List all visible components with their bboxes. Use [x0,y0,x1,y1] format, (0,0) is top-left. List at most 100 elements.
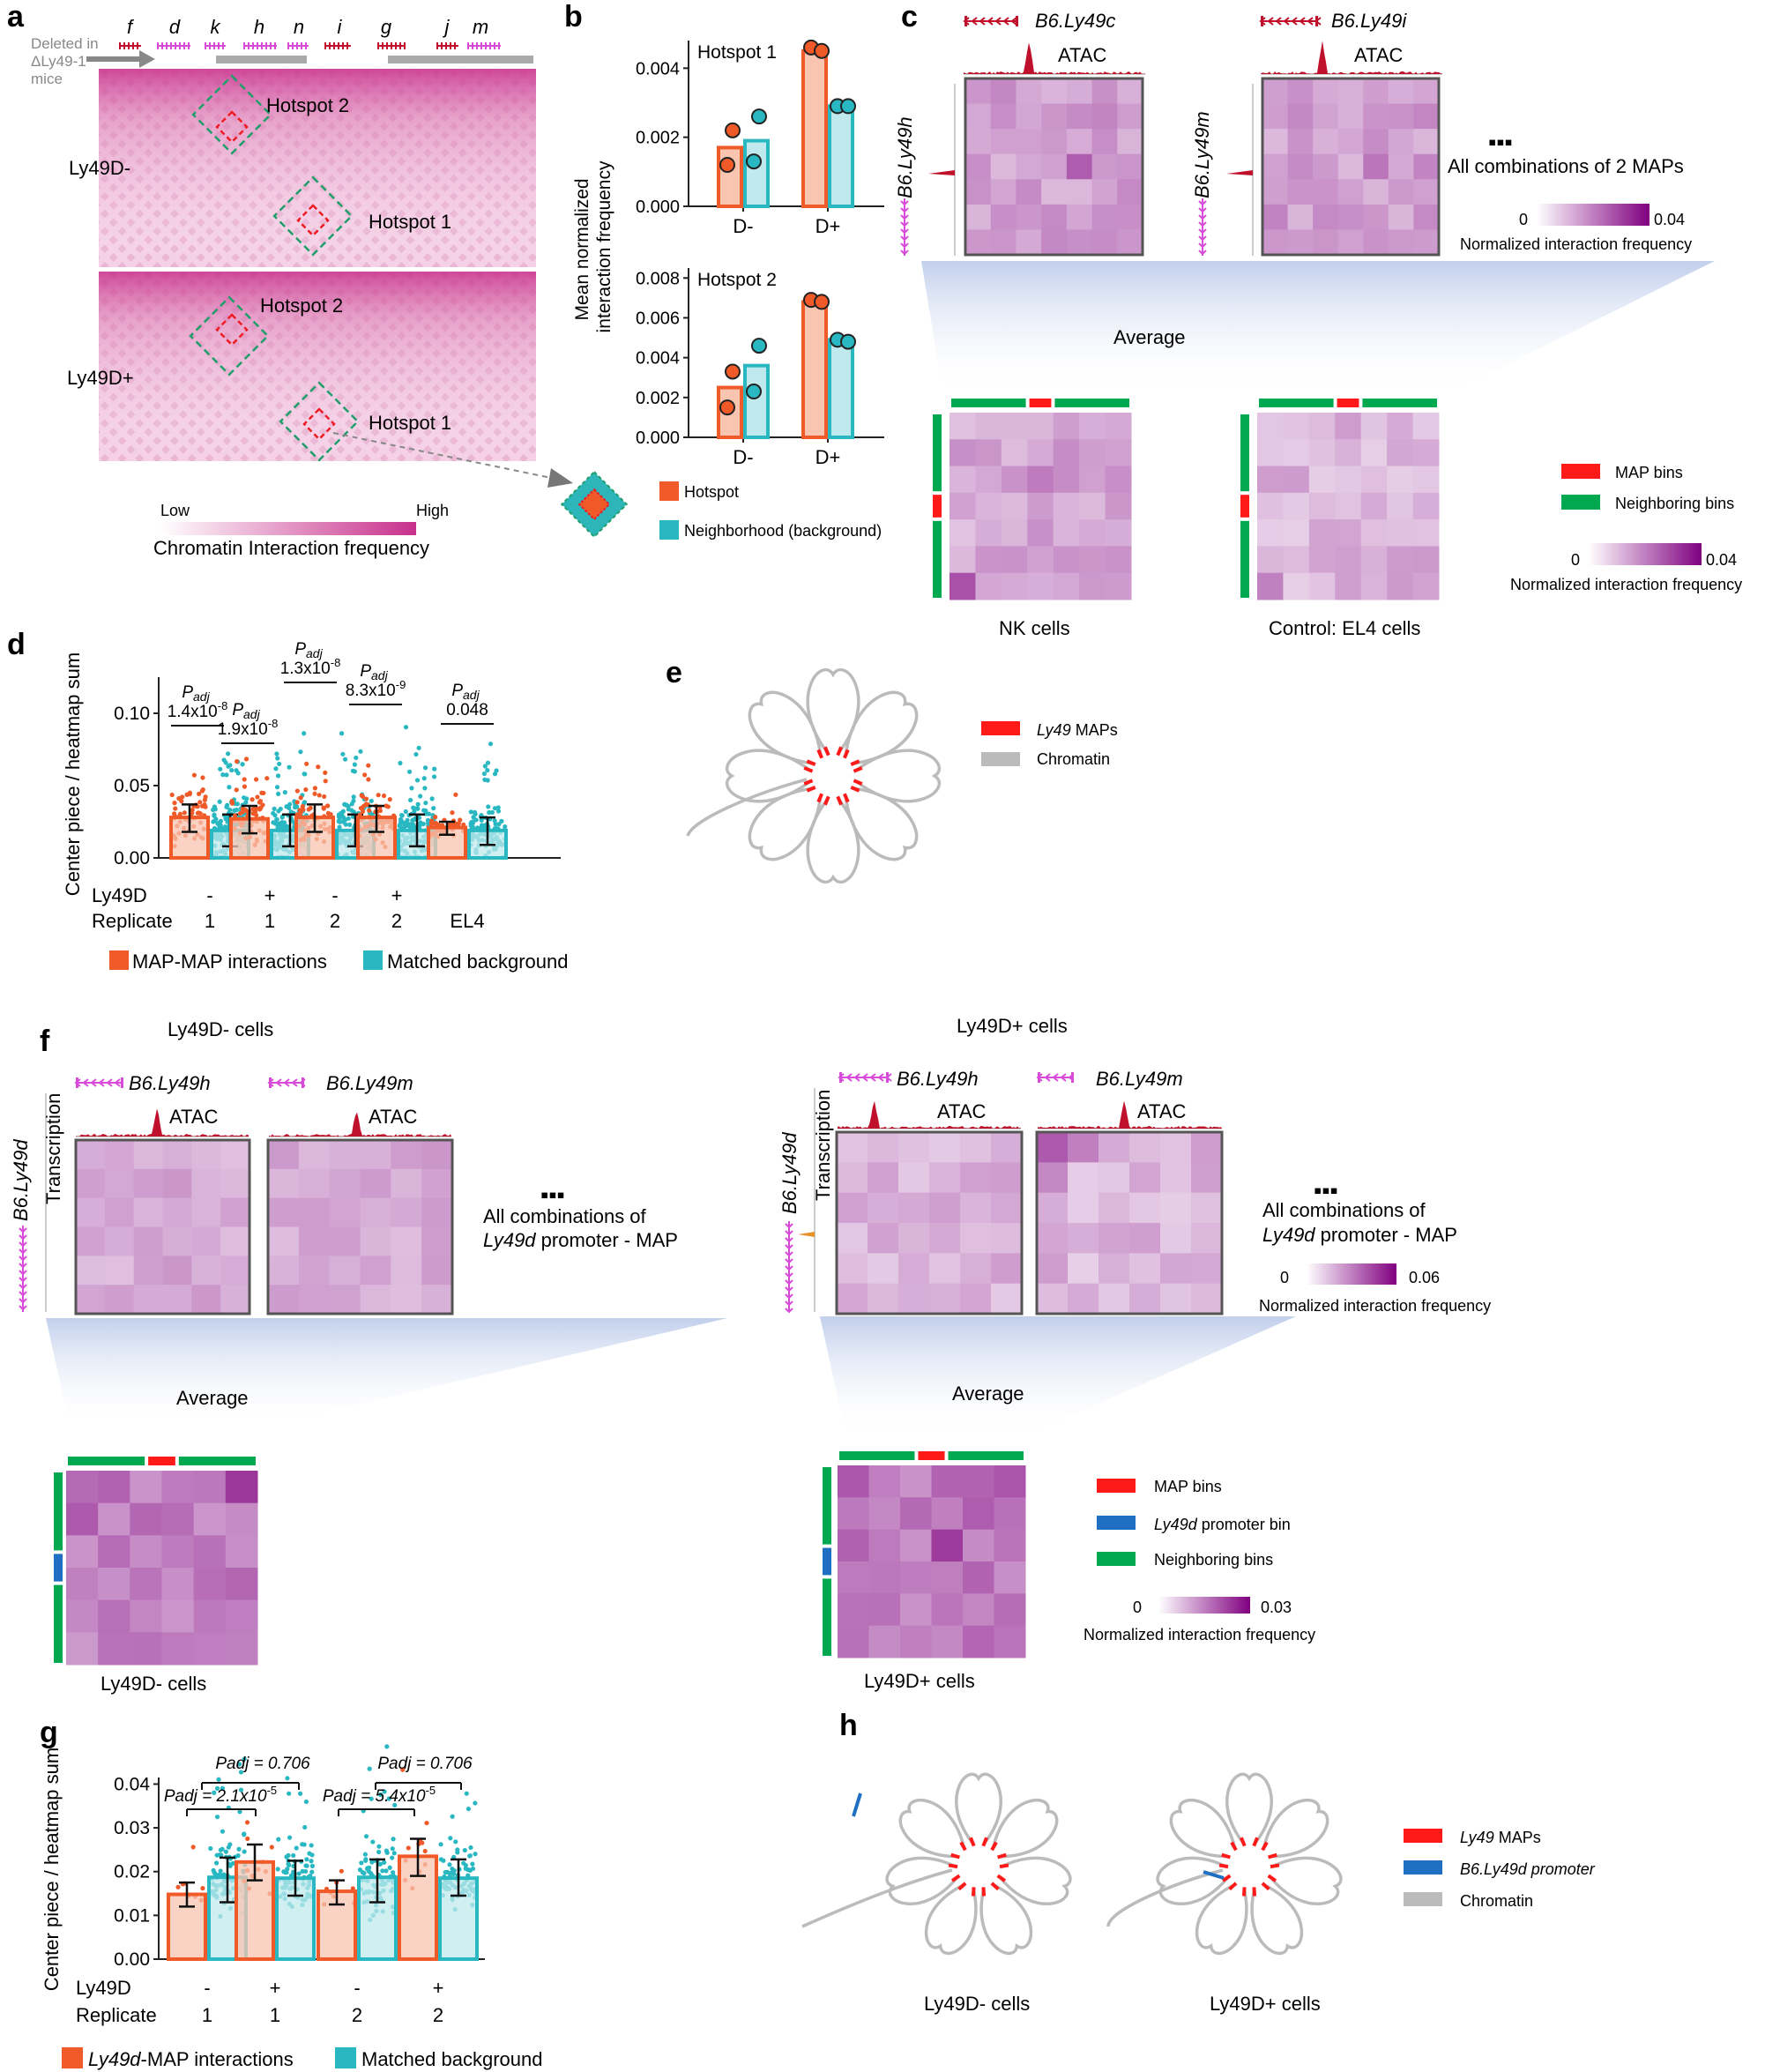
heatmap-cell [950,439,976,466]
bin-bar [823,1578,831,1656]
heatmap-cell [1160,1284,1192,1315]
heatmap-cell [391,1198,421,1227]
map-mark [952,1875,959,1881]
heatmap-cell [1257,546,1284,573]
heatmap-cell [991,1162,1023,1193]
panel-d: d Center piece / heatmap sum 0.000.050.1… [7,628,568,973]
map-mark [1000,1865,1009,1867]
data-point [264,776,269,780]
heatmap-cell [105,1285,134,1314]
padj-p: P [232,701,243,719]
gene-exon [1038,1072,1040,1083]
data-point [366,777,370,781]
heatmap-cell [194,1503,227,1536]
map-mark [1232,1842,1236,1850]
gene-exon [218,42,220,49]
heatmap-cell [134,1285,163,1314]
data-point [471,815,475,819]
f-left-combos-1: All combinations of [483,1205,647,1227]
gene-exon [302,1077,304,1088]
d-ly49d-label: Ly49D [92,884,147,906]
data-point [213,816,218,821]
heatmap-cell [965,229,991,255]
heatmap-cell [1335,519,1361,547]
f-scale-max: 0.06 [1409,1269,1440,1286]
heatmap-cell [991,104,1017,130]
heatmap-cell [1262,78,1288,104]
bar-background [745,366,768,437]
data-point [273,766,278,771]
f-left-gene-m: B6.Ly49m [326,1072,413,1094]
heatmap-cell [1361,466,1388,494]
gene-exon [436,42,438,49]
data-point [350,801,354,806]
heatmap-cell [66,1535,99,1568]
data-point [441,1859,445,1863]
heatmap-cell [963,1593,994,1626]
gene-exon [222,42,224,49]
heatmap-cell [268,1256,299,1285]
c-average: Average [1113,326,1186,348]
bin-bar [1240,414,1249,491]
heatmap-cell [900,1465,932,1498]
data-point [229,768,234,772]
y-tick-label: 0.03 [114,1818,150,1838]
heatmap-cell [1068,1162,1099,1193]
data-point [275,822,279,826]
chromatin-loop [855,750,939,801]
heatmap-cell [391,1169,421,1198]
f-scale-bar [1307,1263,1396,1285]
data-point [432,767,436,771]
group-rep: 2 [433,2004,443,2026]
heatmap-cell [965,78,991,104]
heatmap-cell [994,1561,1026,1594]
f-left-atac-2: ATAC [369,1106,418,1128]
h-legend-promoter-swatch [1404,1860,1442,1874]
map-mark [853,780,861,784]
padj-exp: -8 [331,656,341,669]
hotspot1-label-top: Hotspot 1 [369,211,451,233]
heatmap-cell [994,1530,1026,1562]
f-right-atac-2: ATAC [1137,1100,1187,1122]
data-point [272,807,277,811]
data-point [415,807,420,811]
gene-exon [476,42,478,49]
group-ly49d: + [433,1977,444,1999]
gene-exon [839,1072,842,1083]
panel-letter-h: h [839,1709,858,1742]
chromatin-loop [1263,1800,1327,1857]
f-right-atac-1: ATAC [937,1100,987,1122]
map-mark [825,796,829,804]
heatmap-cell [1079,493,1106,520]
f-left-atac-1: ATAC [169,1106,219,1128]
group-ly49d: - [331,884,338,906]
gene-exon [252,42,254,49]
heatmap-cell [1257,493,1284,520]
heatmap-cell [66,1568,99,1600]
padj-low-1-exp: -5 [267,1784,278,1797]
data-point [235,759,239,764]
f-scale2-min: 0 [1133,1599,1142,1616]
heatmap-cell [991,205,1017,230]
padj-p: P [451,682,463,700]
data-point [251,811,256,816]
gene-exon [450,42,451,49]
gene-label-h: h [254,16,264,38]
heatmap-cell [898,1284,930,1315]
data-point [216,1778,220,1782]
c-heatmap-m-i [1262,78,1440,256]
data-point [200,804,205,809]
gene-exon [137,42,138,49]
data-point [411,824,415,828]
data-point [384,1744,389,1748]
data-point [245,1837,249,1841]
d-legend-map-swatch [109,950,129,970]
heatmap-cell [1387,519,1413,547]
heatmap-cell [1191,1223,1223,1254]
b-legend-hotspot-swatch [659,481,679,501]
bin-bar [1259,399,1334,407]
gene-exon [157,42,159,49]
heatmap-cell [1106,466,1132,494]
heatmap-cell [1117,205,1143,230]
heatmap-cell [162,1503,195,1536]
